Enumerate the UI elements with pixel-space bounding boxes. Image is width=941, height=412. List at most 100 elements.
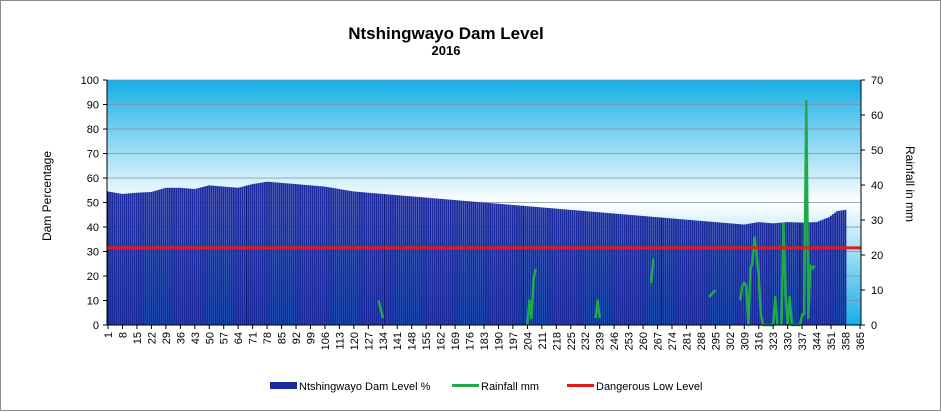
dam-level-bar (179, 187, 182, 325)
dam-level-bar (400, 195, 403, 325)
dam-level-bar (544, 207, 547, 325)
dam-level-bar (827, 217, 830, 325)
x-tick-label: 302 (725, 332, 737, 350)
dam-level-bar (111, 192, 113, 325)
dam-level-bar (714, 222, 717, 325)
dam-level-bar (241, 186, 244, 325)
dam-level-bar (408, 196, 411, 325)
dam-level-bar (233, 187, 235, 325)
dam-level-bar (237, 187, 239, 325)
x-tick-label: 155 (421, 332, 433, 350)
dam-level-bar (456, 200, 458, 325)
dam-level-bar (637, 215, 640, 326)
dam-level-bar (272, 182, 275, 325)
dam-level-bar (575, 210, 578, 326)
x-tick-label: 260 (638, 332, 650, 350)
dam-level-bar (751, 223, 754, 325)
dam-level-bar (530, 206, 533, 325)
dam-level-bar (292, 183, 295, 325)
dam-level-bar (127, 193, 130, 325)
dam-level-bar (646, 216, 649, 325)
x-tick-label: 288 (696, 332, 708, 350)
dam-level-bar (385, 194, 388, 325)
dam-level-bar (549, 208, 551, 325)
dam-level-bar (792, 222, 795, 325)
dam-level-bar (656, 217, 659, 325)
dam-level-bar (115, 192, 118, 326)
dam-level-bar (768, 222, 770, 325)
dam-level-bar (635, 215, 638, 325)
dam-level-bar (526, 206, 529, 325)
x-tick-label: 232 (580, 332, 592, 350)
dam-level-bar (137, 192, 140, 325)
legend-dam-label: Ntshingwayo Dam Level % (299, 381, 431, 393)
dam-level-bar (540, 207, 543, 325)
dam-level-bar (187, 188, 190, 325)
dam-level-bar (390, 194, 392, 326)
x-tick-label: 274 (667, 332, 679, 350)
dam-level-bar (623, 214, 626, 325)
dam-level-bar (695, 220, 698, 325)
dam-level-bar (315, 185, 318, 326)
dam-level-bar (166, 187, 169, 325)
x-tick-label: 29 (161, 332, 173, 344)
dam-level-bar (580, 210, 582, 325)
dam-level-bar (206, 185, 209, 326)
dam-level-bar (755, 222, 758, 325)
dam-level-bar (611, 213, 613, 325)
y-tick-label: 0 (93, 320, 99, 332)
dam-level-bar (414, 196, 417, 325)
x-tick-label: 239 (595, 332, 607, 350)
x-tick-label: 85 (277, 332, 289, 344)
dam-level-bar (658, 217, 661, 326)
dam-level-bar (788, 222, 791, 325)
dam-level-bar (195, 188, 198, 325)
dam-level-bar (433, 198, 436, 325)
dam-level-bar (330, 187, 332, 326)
dam-level-bar (772, 223, 775, 325)
dam-level-bar (493, 203, 496, 326)
dam-level-bar (125, 193, 128, 325)
dam-level-bar (208, 185, 211, 325)
dam-level-bar (819, 220, 822, 325)
dam-level-bar (317, 186, 320, 325)
x-tick-label: 99 (306, 332, 318, 344)
dam-level-bar (449, 199, 452, 325)
dam-level-bar (485, 202, 487, 325)
dam-level-bar (668, 218, 671, 325)
dam-level-bar (412, 196, 415, 325)
legend-dam-swatch (270, 382, 297, 389)
dam-level-bar (701, 221, 704, 325)
x-tick-label: 309 (739, 332, 751, 350)
dam-level-bar (563, 209, 566, 325)
x-tick-label: 64 (233, 332, 245, 344)
x-tick-label: 113 (334, 332, 346, 350)
dam-level-bar (648, 216, 651, 325)
dam-level-bar (567, 209, 570, 325)
dam-level-bar (375, 193, 378, 325)
dam-level-bar (604, 212, 607, 325)
dam-level-bar (199, 187, 202, 325)
dam-level-bar (639, 215, 642, 325)
dam-level-bar (334, 188, 337, 325)
x-tick-label: 295 (710, 332, 722, 350)
dam-level-bar (352, 191, 355, 325)
dam-level-bar (379, 193, 382, 325)
x-tick-label: 78 (262, 332, 274, 344)
dam-level-bar (534, 206, 537, 326)
dam-level-bar (547, 207, 549, 325)
x-tick-label: 141 (392, 332, 404, 350)
dam-level-bar (214, 185, 217, 326)
dam-level-bar (673, 218, 675, 325)
x-tick-label: 190 (494, 332, 506, 350)
x-tick-label: 225 (566, 332, 578, 350)
legend-rain-label: Rainfall mm (481, 381, 539, 393)
dam-level-bar (280, 182, 283, 325)
dam-level-bar (365, 192, 368, 325)
dam-level-bar (288, 183, 291, 325)
dam-level-bar (204, 186, 206, 325)
dam-level-bar (373, 193, 376, 325)
dam-level-bar (830, 215, 832, 325)
